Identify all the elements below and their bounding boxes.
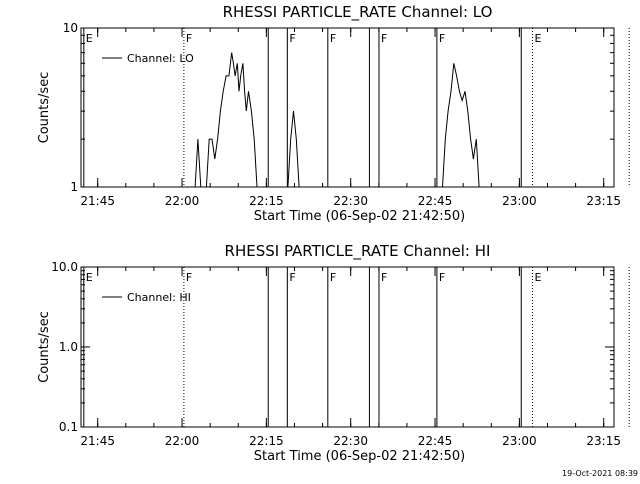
- flag-label: F: [330, 271, 336, 284]
- x-tick-label: 23:00: [502, 194, 537, 208]
- flag-label: F: [439, 271, 445, 284]
- flag-label: F: [381, 271, 387, 284]
- y-axis-label: Counts/sec: [37, 311, 52, 383]
- series-line-segment: [205, 52, 258, 188]
- series-line-segment: [442, 63, 480, 188]
- x-tick-label: 21:45: [80, 434, 115, 448]
- chart-title: RHESSI PARTICLE_RATE Channel: HI: [225, 242, 491, 261]
- x-tick-label: 23:15: [586, 434, 621, 448]
- y-axis-label: Counts/sec: [37, 72, 52, 144]
- x-tick-label: 22:30: [333, 194, 368, 208]
- flag-label: E: [534, 271, 541, 284]
- flag-label: F: [439, 32, 445, 45]
- x-axis-label: Start Time (06-Sep-02 21:42:50): [254, 449, 465, 464]
- y-tick-label: 10: [63, 21, 78, 35]
- x-tick-label: 22:45: [418, 194, 453, 208]
- panel-hi: RHESSI PARTICLE_RATE Channel: HI 0.1 1.0 10…: [37, 242, 630, 464]
- flag-label: F: [289, 271, 295, 284]
- flag-label: F: [289, 32, 295, 45]
- x-tick-label: 22:00: [165, 434, 200, 448]
- y-tick-label: 0.1: [59, 420, 78, 434]
- x-tick-label: 22:00: [165, 194, 200, 208]
- y-tick-label: 1: [70, 180, 78, 194]
- x-tick-label: 23:00: [502, 434, 537, 448]
- legend-label: Channel: LO: [127, 52, 194, 65]
- flag-label: E: [86, 32, 93, 45]
- flag-label: F: [381, 32, 387, 45]
- x-tick-label: 22:15: [249, 434, 284, 448]
- flag-label: F: [186, 32, 192, 45]
- x-tick-label: 22:30: [333, 434, 368, 448]
- y-tick-label: 10.0: [51, 260, 78, 274]
- x-tick-label: 22:15: [249, 194, 284, 208]
- y-tick-label: 1.0: [59, 340, 78, 354]
- flag-label: F: [186, 271, 192, 284]
- legend-label: Channel: HI: [127, 291, 191, 304]
- chart-title: RHESSI PARTICLE_RATE Channel: LO: [223, 3, 493, 22]
- series-line-segment: [287, 111, 300, 188]
- flag-label: E: [86, 271, 93, 284]
- x-tick-label: 22:45: [418, 434, 453, 448]
- x-axis-label: Start Time (06-Sep-02 21:42:50): [254, 209, 465, 224]
- panel-lo: RHESSI PARTICLE_RATE Channel: LO 1 10 Count…: [37, 3, 630, 224]
- plot-frame: [80, 27, 615, 188]
- x-tick-label: 23:15: [586, 194, 621, 208]
- x-tick-label: 21:45: [80, 194, 115, 208]
- timestamp-footer: 19-Oct-2021 08:39: [562, 469, 638, 478]
- series-line-segment: [194, 139, 202, 188]
- flag-label: F: [330, 32, 336, 45]
- flag-label: E: [534, 32, 541, 45]
